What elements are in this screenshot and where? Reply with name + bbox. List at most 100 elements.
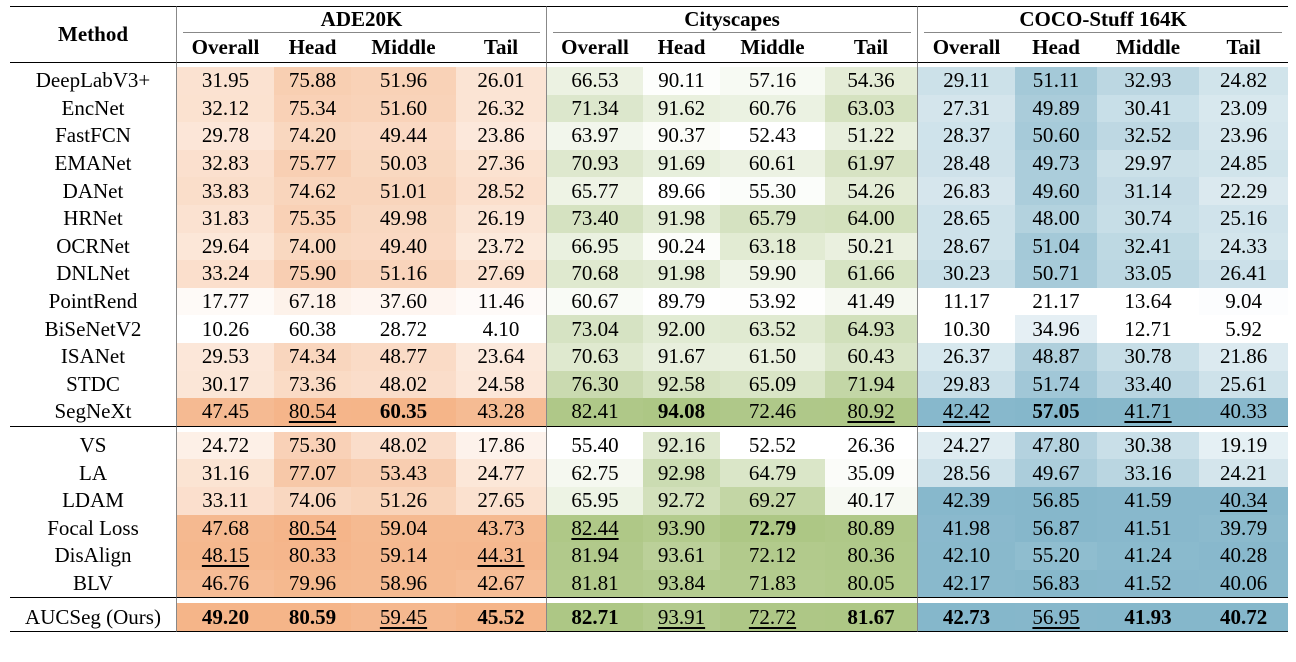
metric-cell: 42.67 [456, 569, 546, 598]
method-name: STDC [66, 371, 120, 396]
metric-cell: 74.06 [274, 486, 351, 515]
metric-cell: 80.05 [825, 569, 918, 598]
method-name: BiSeNetV2 [44, 316, 142, 341]
metric-cell: 32.52 [1097, 122, 1200, 150]
metric-cell: 24.27 [917, 431, 1016, 460]
metric-cell: 75.34 [274, 94, 351, 123]
metric-cell: 71.94 [825, 370, 918, 399]
table-row: OCRNet 29.64 74.00 49.40 23.72 66.95 90.24 63.1… [10, 232, 1289, 261]
metric-cell: 72.12 [720, 542, 825, 570]
metric-cell: 80.59 [274, 603, 351, 632]
metric-cell: 41.51 [1097, 514, 1200, 543]
spacer-cell [351, 63, 456, 67]
metric-cell: 65.77 [546, 177, 643, 205]
dataset-header-coco: COCO-Stuff 164K [917, 6, 1289, 33]
metric-cell: 33.40 [1097, 370, 1200, 399]
metric-cell: 64.79 [720, 459, 825, 487]
metric-cell: 92.00 [643, 315, 720, 343]
metric-cell: 60.76 [720, 94, 825, 123]
metric-cell: 29.97 [1097, 149, 1200, 178]
table-row: DNLNet 33.24 75.90 51.16 27.69 70.68 91.98 59.9… [10, 260, 1289, 288]
metric-cell: 49.98 [351, 204, 456, 233]
spacer-cell [720, 597, 825, 604]
metric-cell: 55.30 [720, 177, 825, 205]
metric-cell: 41.49 [825, 287, 918, 316]
metric-cell: 70.63 [546, 342, 643, 371]
metric-cell: 10.30 [917, 315, 1016, 343]
metric-cell: 11.46 [456, 287, 546, 316]
metric-cell: 32.12 [176, 94, 274, 123]
metric-cell: 41.71 [1097, 398, 1200, 426]
table-row: DeepLabV3+ 31.95 75.88 51.96 26.01 66.53 90.11… [10, 67, 1289, 95]
metric-cell: 51.96 [351, 67, 456, 95]
spacer-cell [825, 597, 918, 604]
spacer-cell [917, 63, 1016, 67]
metric-cell: 44.31 [456, 542, 546, 570]
metric-cell: 24.77 [456, 459, 546, 487]
sub-header-head: Head [274, 33, 351, 63]
spacer-cell [176, 63, 274, 67]
method-name: Focal Loss [47, 515, 139, 540]
metric-cell: 33.11 [176, 486, 274, 515]
spacer-cell [720, 425, 825, 432]
method-name: BLV [72, 570, 114, 595]
metric-cell: 80.92 [825, 398, 918, 426]
metric-cell: 29.83 [917, 370, 1016, 399]
table-row: BiSeNetV2 10.26 60.38 28.72 4.10 73.04 92.00 63… [10, 315, 1289, 343]
metric-cell: 5.92 [1199, 315, 1289, 343]
metric-cell: 27.36 [456, 149, 546, 178]
metric-cell: 81.67 [825, 603, 918, 632]
metric-cell: 40.28 [1199, 542, 1289, 570]
metric-cell: 29.64 [176, 232, 274, 261]
metric-cell: 51.01 [351, 177, 456, 205]
spacer-cell [546, 425, 643, 432]
metric-cell: 25.61 [1199, 370, 1289, 399]
metric-cell: 69.27 [720, 486, 825, 515]
metric-cell: 10.26 [176, 315, 274, 343]
metric-cell: 30.74 [1097, 204, 1200, 233]
metric-cell: 26.36 [825, 431, 918, 460]
metric-cell: 82.44 [546, 514, 643, 543]
metric-cell: 53.92 [720, 287, 825, 316]
metric-cell: 33.05 [1097, 260, 1200, 288]
table-row: DisAlign 48.15 80.33 59.14 44.31 81.94 93.61 72… [10, 542, 1289, 570]
metric-cell: 41.93 [1097, 603, 1200, 632]
method-name: OCRNet [56, 233, 130, 258]
metric-cell: 48.77 [351, 342, 456, 371]
method-header: Method [10, 6, 176, 63]
metric-cell: 23.64 [456, 342, 546, 371]
table-row: HRNet 31.83 75.35 49.98 26.19 73.40 91.98 65.79… [10, 204, 1289, 233]
metric-cell: 92.58 [643, 370, 720, 399]
dataset-label: ADE20K [320, 7, 403, 31]
sub-header-tail: Tail [825, 33, 918, 63]
metric-cell: 80.89 [825, 514, 918, 543]
table-row: BLV 46.76 79.96 58.96 42.67 81.81 93.84 71.83 80… [10, 569, 1289, 598]
metric-cell: 63.03 [825, 94, 918, 123]
sub-header-tail: Tail [456, 33, 546, 63]
metric-cell: 42.42 [917, 398, 1016, 426]
metric-cell: 62.75 [546, 459, 643, 487]
metric-cell: 73.36 [274, 370, 351, 399]
metric-cell: 27.69 [456, 260, 546, 288]
metric-cell: 71.34 [546, 94, 643, 123]
sub-header-tail: Tail [1199, 33, 1289, 63]
spacer-cell [643, 597, 720, 604]
metric-cell: 41.98 [917, 514, 1016, 543]
metric-cell: 64.93 [825, 315, 918, 343]
metric-cell: 76.30 [546, 370, 643, 399]
sub-header-head: Head [643, 33, 720, 63]
method-name: LA [79, 460, 107, 485]
metric-cell: 49.73 [1015, 149, 1098, 178]
metric-cell: 48.87 [1015, 342, 1098, 371]
metric-cell: 73.04 [546, 315, 643, 343]
table-row: LA 31.16 77.07 53.43 24.77 62.75 92.98 64.79 35.… [10, 459, 1289, 487]
metric-cell: 81.81 [546, 569, 643, 598]
metric-cell: 59.04 [351, 514, 456, 543]
metric-cell: 80.54 [274, 514, 351, 543]
metric-cell: 29.53 [176, 342, 274, 371]
metric-cell: 35.09 [825, 459, 918, 487]
method-name: SegNeXt [54, 399, 132, 424]
metric-cell: 74.00 [274, 232, 351, 261]
metric-cell: 26.19 [456, 204, 546, 233]
metric-cell: 48.02 [351, 370, 456, 399]
